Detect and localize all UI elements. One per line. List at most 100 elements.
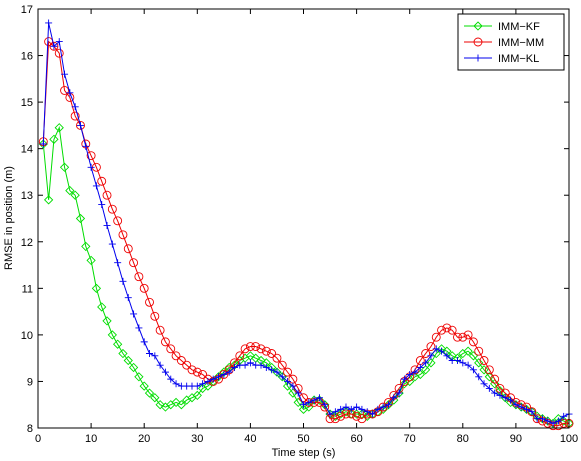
- data-point: [87, 163, 95, 171]
- data-point: [310, 396, 318, 404]
- legend-item: IMM−KL: [464, 53, 539, 65]
- data-point: [39, 140, 47, 148]
- data-point: [161, 368, 169, 376]
- x-tick-label: 40: [244, 433, 256, 445]
- series-layer: [38, 19, 574, 431]
- data-point: [353, 403, 361, 411]
- data-point: [384, 401, 392, 409]
- data-point: [108, 240, 116, 248]
- data-point: [294, 389, 302, 397]
- data-point: [113, 216, 123, 226]
- data-point: [395, 389, 403, 397]
- y-tick-label: 15: [21, 97, 33, 109]
- data-point: [282, 381, 293, 391]
- data-point: [517, 403, 525, 411]
- x-tick-label: 10: [85, 433, 97, 445]
- data-point: [192, 390, 202, 401]
- data-point: [139, 381, 149, 391]
- data-point: [91, 283, 102, 293]
- x-tick-label: 100: [560, 433, 578, 445]
- data-point: [326, 410, 334, 418]
- data-point: [347, 405, 355, 413]
- data-point: [272, 353, 282, 363]
- data-point: [469, 366, 477, 374]
- data-point: [135, 324, 143, 332]
- data-point: [160, 337, 170, 347]
- data-point: [151, 352, 159, 360]
- data-point: [114, 259, 122, 267]
- data-point: [92, 182, 100, 190]
- data-point: [76, 120, 85, 130]
- data-point: [204, 377, 212, 385]
- legend-label: IMM−KL: [498, 53, 539, 65]
- data-point: [527, 407, 537, 417]
- data-point: [65, 185, 75, 196]
- data-point: [225, 368, 233, 376]
- data-point: [277, 360, 287, 370]
- data-point: [192, 367, 202, 377]
- data-point: [268, 366, 276, 374]
- data-point: [278, 373, 286, 381]
- data-point: [559, 416, 569, 426]
- legend-item: IMM−KF: [464, 21, 540, 33]
- x-tick-label: 20: [138, 433, 150, 445]
- data-point: [300, 401, 307, 409]
- legend-item: IMM−MM: [464, 37, 544, 49]
- data-point: [257, 361, 265, 369]
- data-point: [76, 121, 84, 129]
- data-point: [130, 310, 138, 318]
- data-point: [245, 342, 255, 351]
- data-point: [123, 355, 133, 366]
- data-point: [427, 352, 435, 360]
- data-point: [140, 338, 148, 346]
- data-point: [289, 382, 297, 390]
- data-point: [139, 283, 149, 293]
- x-tick-label: 50: [297, 433, 309, 445]
- data-point: [193, 382, 201, 390]
- data-point: [230, 363, 238, 371]
- data-point: [55, 38, 63, 46]
- data-point: [320, 400, 330, 410]
- data-point: [146, 350, 154, 358]
- series-2: [39, 19, 573, 427]
- x-tick-label: 80: [457, 433, 469, 445]
- data-point: [123, 244, 133, 254]
- data-point: [480, 380, 488, 388]
- data-point: [284, 377, 292, 385]
- data-point: [256, 344, 266, 354]
- data-point: [75, 213, 86, 224]
- data-point: [102, 316, 112, 326]
- data-point: [501, 394, 509, 402]
- y-tick-label: 11: [22, 283, 33, 295]
- data-point: [144, 388, 155, 398]
- data-point: [485, 384, 493, 392]
- data-point: [171, 351, 181, 361]
- data-point: [283, 367, 293, 377]
- data-point: [369, 410, 377, 418]
- data-point: [442, 323, 452, 333]
- data-point: [549, 419, 557, 427]
- legend-label: IMM−MM: [498, 37, 544, 49]
- data-point: [507, 396, 515, 404]
- data-point: [363, 408, 371, 416]
- y-tick-label: 13: [21, 190, 33, 202]
- x-tick-label: 60: [350, 433, 362, 445]
- data-point: [422, 359, 430, 367]
- data-point: [118, 348, 128, 359]
- data-point: [118, 230, 128, 240]
- data-point: [98, 201, 106, 209]
- data-point: [176, 400, 187, 410]
- data-point: [171, 397, 181, 408]
- data-point: [71, 103, 79, 111]
- data-point: [331, 408, 339, 416]
- data-point: [129, 258, 139, 268]
- data-point: [124, 294, 132, 302]
- data-point: [97, 176, 107, 186]
- data-point: [453, 356, 461, 364]
- data-point: [379, 403, 387, 411]
- data-point: [49, 41, 59, 51]
- data-point: [416, 363, 424, 371]
- data-point: [215, 373, 223, 381]
